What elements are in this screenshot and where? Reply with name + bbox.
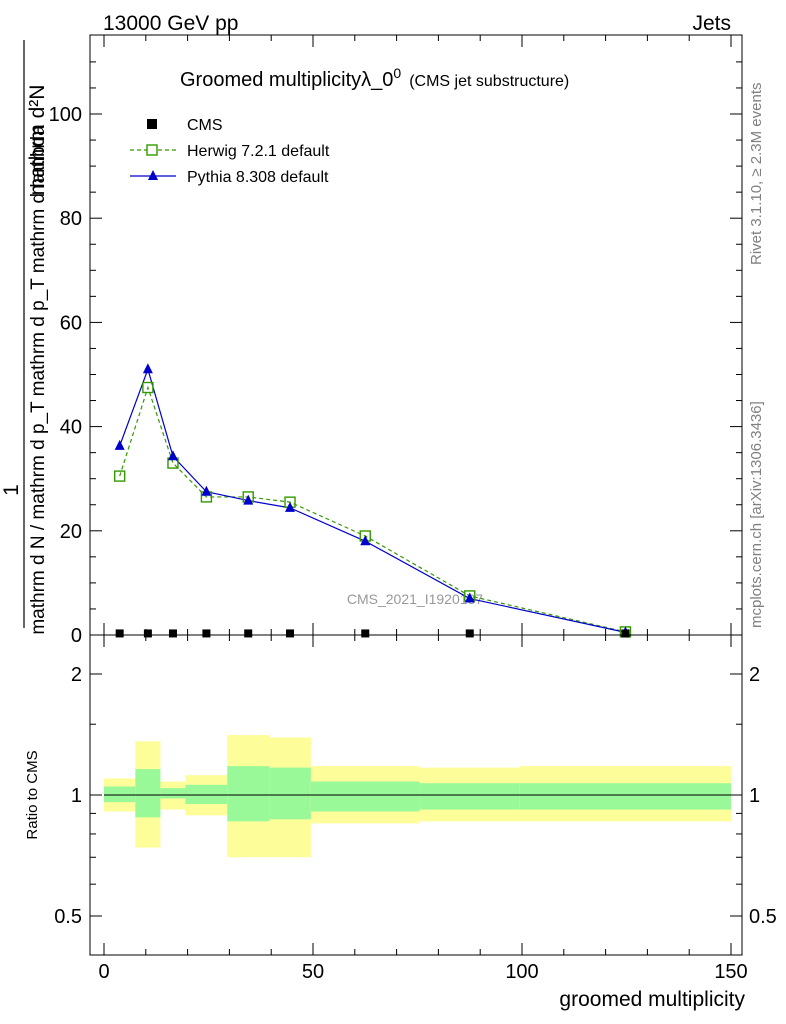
pythia-point bbox=[285, 501, 296, 512]
legend-pythia-marker bbox=[148, 170, 158, 180]
chart-title: Groomed multiplicityλ_00 (CMS jet substru… bbox=[180, 65, 569, 91]
ylabel-fraction-top: 1 bbox=[0, 484, 23, 496]
ratio-stat-band bbox=[160, 788, 186, 799]
ratio-y-tick-label-right: 2 bbox=[749, 664, 760, 686]
pythia-point bbox=[114, 439, 125, 450]
main-y-axis-label: 1 mathrm d²N mathrm d N / mathrm d p_T m… bbox=[0, 40, 49, 635]
pythia-point bbox=[360, 535, 371, 546]
main-axis-ticks: 0 20 40 60 80 100 bbox=[49, 35, 742, 647]
energy-label: 13000 GeV pp bbox=[103, 12, 238, 35]
ratio-y-tick-label-right: 0.5 bbox=[749, 906, 777, 928]
cms-point bbox=[465, 629, 474, 638]
chart-subtitle: (CMS jet substructure) bbox=[409, 73, 569, 90]
ratio-y-axis-label: Ratio to CMS bbox=[24, 750, 41, 839]
pythia-point bbox=[142, 363, 153, 374]
ratio-stat-band bbox=[310, 781, 420, 812]
ratio-axis-ticks: 0.5 0.5 1 1 2 2 0 50 100 150 bbox=[54, 635, 777, 983]
ratio-stat-band bbox=[269, 767, 311, 820]
pythia-point bbox=[167, 450, 178, 461]
main-y-tick-label: 80 bbox=[60, 208, 82, 230]
x-tick-label: 150 bbox=[714, 961, 747, 983]
watermark: CMS_2021_I1920187 bbox=[347, 591, 483, 607]
ratio-y-tick-label: 0.5 bbox=[54, 906, 82, 928]
pythia-point bbox=[464, 592, 475, 603]
chart-title-superscript: 0 bbox=[393, 65, 401, 81]
legend-herwig-marker bbox=[146, 144, 158, 156]
cms-point bbox=[115, 629, 124, 638]
mcplots-label: mcplots.cern.ch [arXiv:1306.3436] bbox=[748, 401, 765, 628]
ratio-y-tick-label: 1 bbox=[71, 785, 82, 807]
ylabel-numerator: mathrm d²N bbox=[26, 85, 49, 196]
main-y-tick-label: 100 bbox=[49, 104, 82, 126]
ratio-stat-band bbox=[104, 786, 136, 803]
ratio-bands bbox=[104, 735, 731, 858]
main-plot-panel: 0 20 40 60 80 100 CMS_2021_I1920187 Groomed m… bbox=[49, 34, 743, 647]
rivet-version-label: Rivet 3.1.10, ≥ 2.3M events bbox=[748, 83, 765, 266]
legend: CMS Herwig 7.2.1 default Pythia 8.308 de… bbox=[130, 117, 330, 186]
ratio-stat-band bbox=[419, 783, 520, 810]
ratio-plot-panel: 0.5 0.5 1 1 2 2 0 50 100 150 Ratio to CMS groomed… bbox=[24, 634, 777, 1011]
ylabel-denominator: mathrm d N / mathrm d p_T mathrm d p_T m… bbox=[28, 125, 49, 635]
x-tick-label: 100 bbox=[505, 961, 538, 983]
ratio-stat-band bbox=[135, 769, 161, 818]
herwig-point bbox=[113, 470, 126, 482]
pythia-point bbox=[201, 485, 212, 496]
ratio-stat-band bbox=[227, 766, 270, 822]
main-y-tick-label: 60 bbox=[60, 312, 82, 334]
ratio-y-tick-label-right: 1 bbox=[749, 785, 760, 807]
x-axis-label: groomed multiplicity bbox=[559, 988, 745, 1011]
main-y-tick-label: 40 bbox=[60, 417, 82, 439]
cms-point bbox=[202, 629, 211, 638]
x-tick-label: 50 bbox=[302, 961, 324, 983]
cms-point bbox=[143, 629, 152, 638]
legend-cms-marker bbox=[147, 119, 157, 129]
pythia-point bbox=[243, 494, 254, 505]
cms-point bbox=[621, 629, 630, 638]
cms-point bbox=[168, 629, 177, 638]
main-y-tick-label: 20 bbox=[60, 521, 82, 543]
cms-point bbox=[286, 629, 295, 638]
x-tick-label: 0 bbox=[98, 961, 109, 983]
legend-pythia-label: Pythia 8.308 default bbox=[187, 169, 329, 186]
ratio-y-tick-label: 2 bbox=[71, 664, 82, 686]
cms-point bbox=[361, 629, 370, 638]
jets-label: Jets bbox=[692, 12, 731, 35]
ratio-stat-band bbox=[519, 783, 731, 810]
chart-title-main: Groomed multiplicityλ_0 bbox=[180, 69, 393, 91]
herwig-point bbox=[142, 381, 154, 394]
legend-herwig-label: Herwig 7.2.1 default bbox=[187, 143, 330, 160]
main-y-tick-label: 0 bbox=[71, 625, 82, 647]
main-series-group bbox=[113, 363, 632, 638]
cms-point bbox=[244, 629, 253, 638]
ratio-stat-band bbox=[185, 784, 228, 804]
legend-cms-label: CMS bbox=[187, 117, 223, 134]
